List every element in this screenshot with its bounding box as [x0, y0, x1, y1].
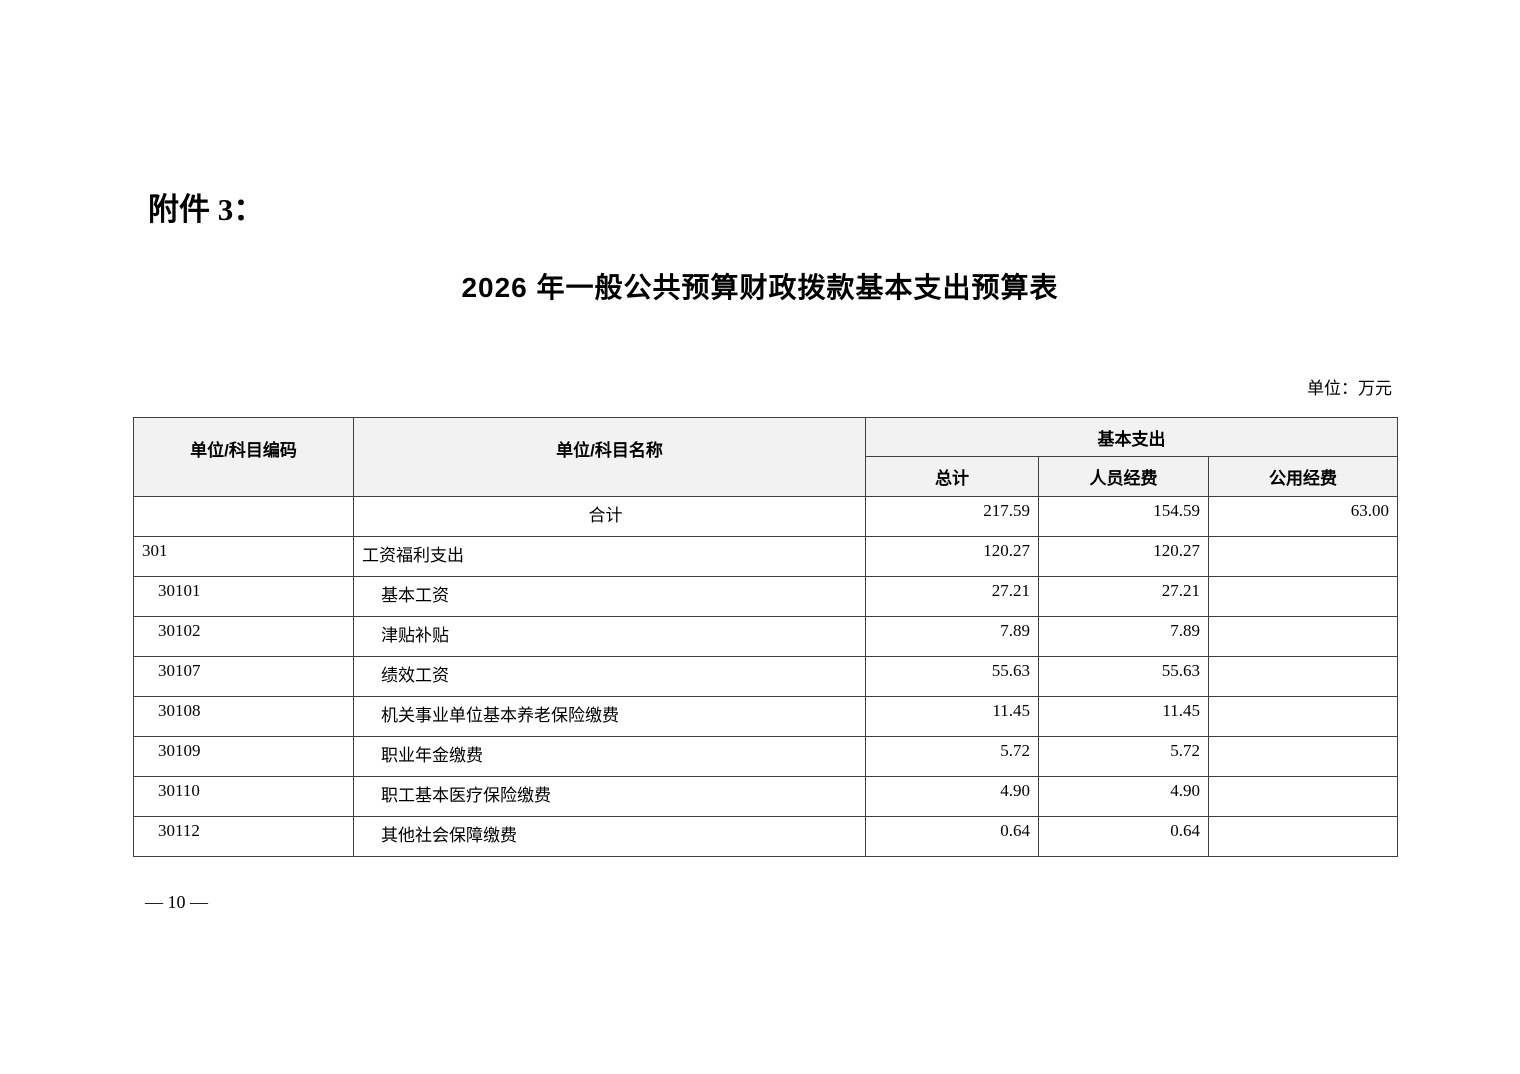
cell-name: 工资福利支出: [353, 536, 866, 577]
table-row: 30108 机关事业单位基本养老保险缴费 11.45 11.45: [133, 696, 1398, 737]
cell-code: 301: [133, 536, 354, 577]
table-row: 30109 职业年金缴费 5.72 5.72: [133, 736, 1398, 777]
cell-public: [1208, 816, 1398, 857]
table-row: 30110 职工基本医疗保险缴费 4.90 4.90: [133, 776, 1398, 817]
table-row-total: 合计 217.59 154.59 63.00: [133, 496, 1398, 537]
cell-name: 其他社会保障缴费: [353, 816, 866, 857]
cell-code: 30108: [133, 696, 354, 737]
cell-personnel: 27.21: [1038, 576, 1209, 617]
cell-personnel: 0.64: [1038, 816, 1209, 857]
table-row: 30112 其他社会保障缴费 0.64 0.64: [133, 816, 1398, 857]
budget-table-body: 合计 217.59 154.59 63.00 301 工资福利支出 120.27…: [133, 496, 1398, 857]
page-title: 2026 年一般公共预算财政拨款基本支出预算表: [461, 272, 1059, 303]
budget-table-header: 单位/科目编码 单位/科目名称 基本支出 总计 人员经费 公用经费: [133, 417, 1398, 497]
header-code: 单位/科目编码: [133, 417, 354, 497]
cell-name: 职业年金缴费: [353, 736, 866, 777]
cell-name: 津贴补贴: [353, 616, 866, 657]
cell-public: [1208, 616, 1398, 657]
cell-code: 30112: [133, 816, 354, 857]
header-name: 单位/科目名称: [353, 417, 866, 497]
table-row: 30101 基本工资 27.21 27.21: [133, 576, 1398, 617]
cell-name: 合计: [353, 496, 866, 537]
cell-personnel: 120.27: [1038, 536, 1209, 577]
page-number: — 10 —: [145, 892, 208, 912]
cell-code: 30110: [133, 776, 354, 817]
header-row-sub: 总计 人员经费 公用经费: [134, 456, 1398, 497]
table-row: 301 工资福利支出 120.27 120.27: [133, 536, 1398, 577]
cell-public: [1208, 656, 1398, 697]
table-row: 30102 津贴补贴 7.89 7.89: [133, 616, 1398, 657]
cell-total: 55.63: [865, 656, 1039, 697]
cell-name: 基本工资: [353, 576, 866, 617]
cell-public: [1208, 536, 1398, 577]
cell-public: [1208, 696, 1398, 737]
cell-total: 120.27: [865, 536, 1039, 577]
cell-public: [1208, 576, 1398, 617]
cell-public: [1208, 736, 1398, 777]
cell-personnel: 11.45: [1038, 696, 1209, 737]
cell-code: 30107: [133, 656, 354, 697]
table-row: 30107 绩效工资 55.63 55.63: [133, 656, 1398, 697]
cell-total: 27.21: [865, 576, 1039, 617]
budget-table: 单位/科目编码 单位/科目名称 基本支出 总计 人员经费 公用经费 合计 217…: [133, 417, 1398, 857]
cell-total: 0.64: [865, 816, 1039, 857]
cell-total: 5.72: [865, 736, 1039, 777]
attachment-label: 附件 3：: [148, 192, 265, 227]
cell-personnel: 5.72: [1038, 736, 1209, 777]
cell-total: 11.45: [865, 696, 1039, 737]
unit-note: 单位：万元: [1307, 379, 1392, 398]
cell-name: 机关事业单位基本养老保险缴费: [353, 696, 866, 737]
cell-personnel: 154.59: [1038, 496, 1209, 537]
cell-total: 7.89: [865, 616, 1039, 657]
cell-personnel: 7.89: [1038, 616, 1209, 657]
cell-personnel: 55.63: [1038, 656, 1209, 697]
cell-code: [133, 496, 354, 537]
cell-name: 绩效工资: [353, 656, 866, 697]
cell-code: 30101: [133, 576, 354, 617]
cell-total: 4.90: [865, 776, 1039, 817]
cell-name: 职工基本医疗保险缴费: [353, 776, 866, 817]
cell-code: 30102: [133, 616, 354, 657]
header-total: 总计: [865, 456, 1039, 497]
cell-code: 30109: [133, 736, 354, 777]
cell-personnel: 4.90: [1038, 776, 1209, 817]
header-personnel: 人员经费: [1038, 456, 1209, 497]
cell-total: 217.59: [865, 496, 1039, 537]
cell-public: [1208, 776, 1398, 817]
header-basic-expenditure: 基本支出: [865, 417, 1398, 457]
header-row-group: 单位/科目编码 单位/科目名称 基本支出: [133, 417, 1398, 497]
header-public: 公用经费: [1208, 456, 1398, 497]
cell-public: 63.00: [1208, 496, 1398, 537]
